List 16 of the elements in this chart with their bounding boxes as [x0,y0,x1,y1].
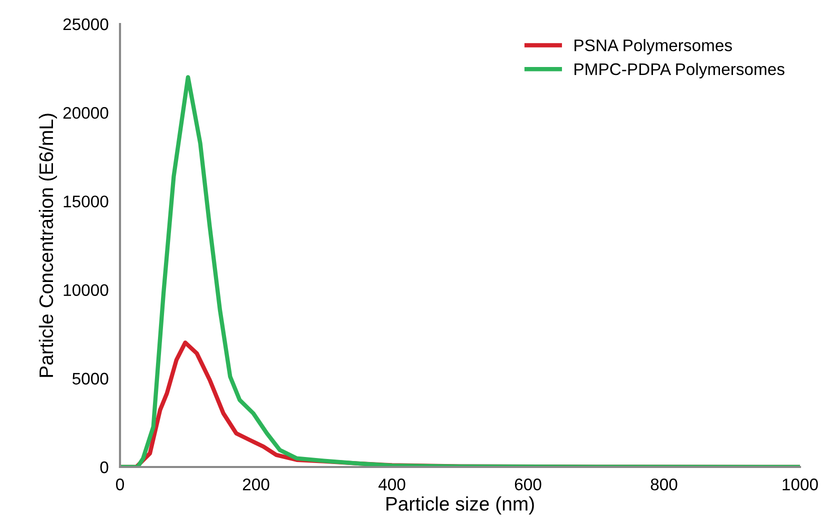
y-tick-label: 10000 [64,284,108,296]
x-axis-title: Particle size (nm) [386,496,534,515]
x-tick-label: 200 [242,478,270,490]
x-tick-label: 1000 [782,478,818,490]
legend-label: PMPC-PDPA Polymersomes [574,62,784,78]
y-tick-label: 25000 [63,18,108,30]
x-tick-label: 0 [116,478,124,490]
x-tick-label: 800 [650,478,678,490]
y-tick-label: 15000 [64,196,108,208]
y-axis-title: Particle Concentration (E6/mL) [38,114,57,377]
legend-label: PSNA Polymersomes [574,39,732,55]
y-tick-label: 0 [100,461,108,474]
y-tick-label: 20000 [63,107,108,119]
x-tick-label: 600 [514,478,542,490]
y-tick-label: 5000 [72,372,108,385]
x-tick-label: 400 [378,478,406,490]
